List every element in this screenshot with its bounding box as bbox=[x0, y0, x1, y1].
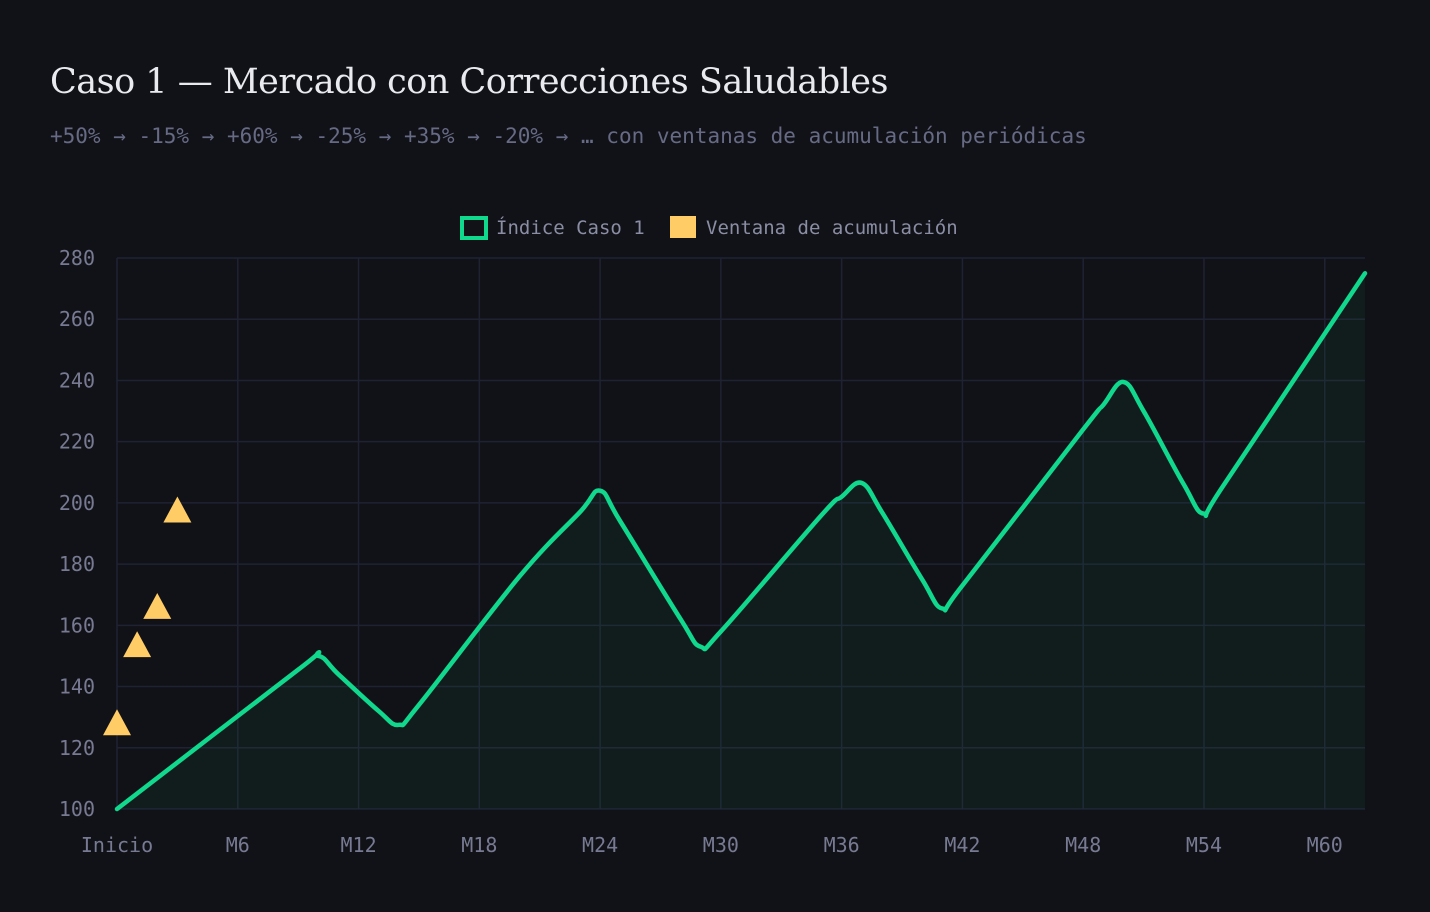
y-tick-label: 100 bbox=[59, 797, 95, 821]
accumulation-marker bbox=[163, 496, 192, 523]
series-area-fill bbox=[117, 273, 1365, 809]
y-tick-label: 180 bbox=[59, 552, 95, 576]
chart-title: Caso 1 — Mercado con Correcciones Saluda… bbox=[50, 62, 888, 102]
legend-label: Índice Caso 1 bbox=[496, 216, 645, 239]
legend-item-ventana: Ventana de acumulación bbox=[670, 216, 958, 239]
legend-swatch-marker bbox=[670, 216, 696, 238]
x-tick-label: M18 bbox=[461, 833, 497, 857]
y-tick-label: 120 bbox=[59, 736, 95, 760]
chart-grid bbox=[116, 257, 1365, 810]
chart-subtitle: +50% → -15% → +60% → -25% → +35% → -20% … bbox=[50, 124, 1087, 148]
legend-label: Ventana de acumulación bbox=[706, 217, 958, 239]
x-tick-label: M60 bbox=[1307, 833, 1343, 857]
x-tick-label: M12 bbox=[340, 833, 376, 857]
y-tick-label: 160 bbox=[59, 613, 95, 637]
x-tick-label: M48 bbox=[1065, 833, 1101, 857]
y-tick-label: 220 bbox=[59, 430, 95, 454]
accumulation-marker bbox=[123, 631, 152, 658]
legend-swatch-line bbox=[460, 216, 488, 240]
x-tick-label: M54 bbox=[1186, 833, 1222, 857]
x-tick-label: M42 bbox=[944, 833, 980, 857]
x-tick-label: M6 bbox=[226, 833, 250, 857]
chart-legend: Índice Caso 1 Ventana de acumulación bbox=[460, 216, 958, 240]
y-tick-label: 200 bbox=[59, 491, 95, 515]
x-tick-label: M24 bbox=[582, 833, 618, 857]
accumulation-marker bbox=[143, 592, 172, 619]
y-tick-label: 240 bbox=[59, 368, 95, 392]
area-fill-layer bbox=[117, 273, 1365, 809]
series-line-layer bbox=[114, 271, 1368, 812]
x-axis-ticks: Inicio M6 M12 M18 M24 M30 M36 M42 M48 M54 M60 bbox=[81, 833, 1343, 857]
x-tick-label: M30 bbox=[703, 833, 739, 857]
x-tick-label: Inicio bbox=[81, 833, 153, 857]
x-tick-label: M36 bbox=[824, 833, 860, 857]
y-axis-ticks: 100 120 140 160 180 200 220 240 260 280 bbox=[59, 246, 95, 821]
series-line-indice-caso-1 bbox=[114, 271, 1368, 812]
accumulation-marker bbox=[103, 709, 131, 736]
accumulation-markers bbox=[103, 496, 192, 736]
legend-item-indice: Índice Caso 1 bbox=[460, 216, 645, 240]
y-tick-label: 260 bbox=[59, 307, 95, 331]
y-tick-label: 280 bbox=[59, 246, 95, 270]
y-tick-label: 140 bbox=[59, 675, 95, 699]
